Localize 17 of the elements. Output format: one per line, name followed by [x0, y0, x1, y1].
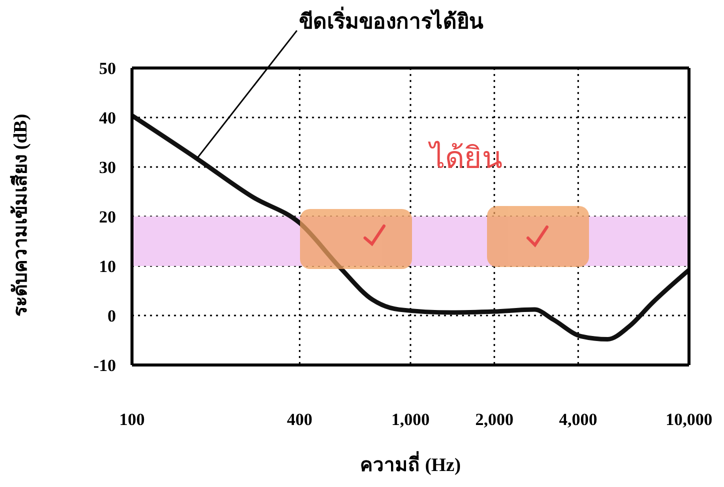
x-tick-label: 2,000 [475, 410, 514, 430]
y-tick-label: 10 [99, 257, 116, 276]
y-tick-label: 20 [99, 208, 116, 227]
y-tick-label: 50 [99, 59, 116, 78]
y-tick-label: 30 [99, 158, 116, 178]
annotation: ได้ยิน [428, 140, 503, 176]
y-tick-label: -10 [93, 356, 116, 376]
x-tick-label: 4,000 [559, 410, 598, 430]
x-tick-label: 1,000 [391, 410, 430, 430]
x-tick-label: 100 [119, 410, 145, 430]
x-tick-label: 400 [286, 410, 312, 430]
y-tick-label: 0 [108, 306, 116, 326]
x-axis-title: ความถี่ (Hz) [360, 451, 461, 476]
annotation: ขีดเริ่มของการได้ยิน [298, 6, 484, 34]
y-tick-label: 40 [99, 108, 116, 128]
x-tick-label: 10,000 [666, 410, 712, 430]
y-axis-title: ระดับความเข้มเสียง (dB) [10, 114, 32, 316]
